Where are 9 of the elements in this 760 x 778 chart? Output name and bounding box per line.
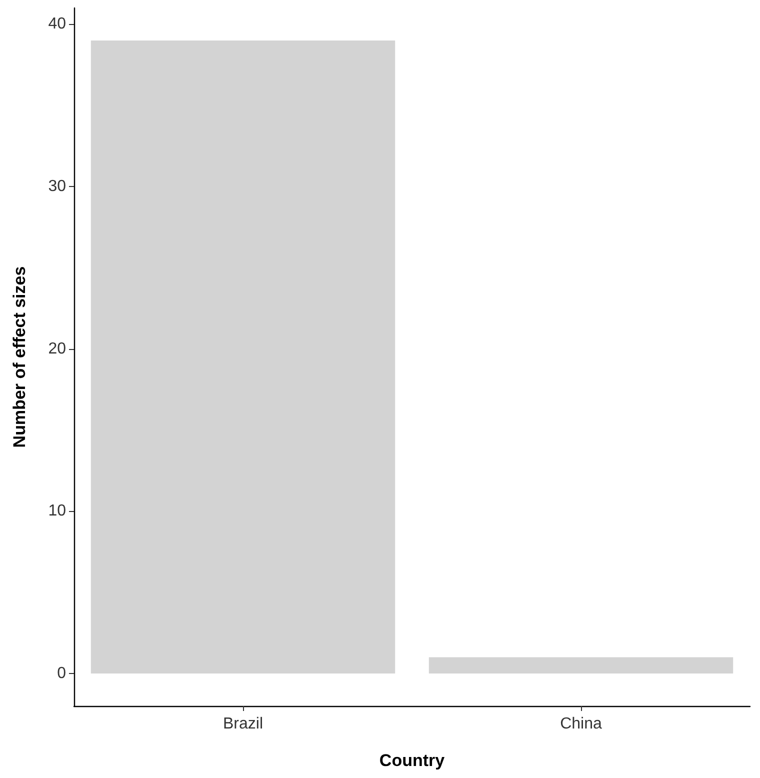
x-tick-label: China (560, 716, 602, 732)
y-tick-label: 30 (48, 178, 66, 196)
y-axis-title: Number of effect sizes (10, 266, 29, 448)
x-tick-label: Brazil (222, 716, 264, 732)
y-tick-label: 10 (48, 502, 66, 520)
x-axis-title: Country (379, 751, 446, 770)
y-tick-label: 0 (57, 665, 66, 682)
y-tick-label: 20 (48, 340, 66, 358)
y-tick-label: 40 (48, 16, 66, 33)
